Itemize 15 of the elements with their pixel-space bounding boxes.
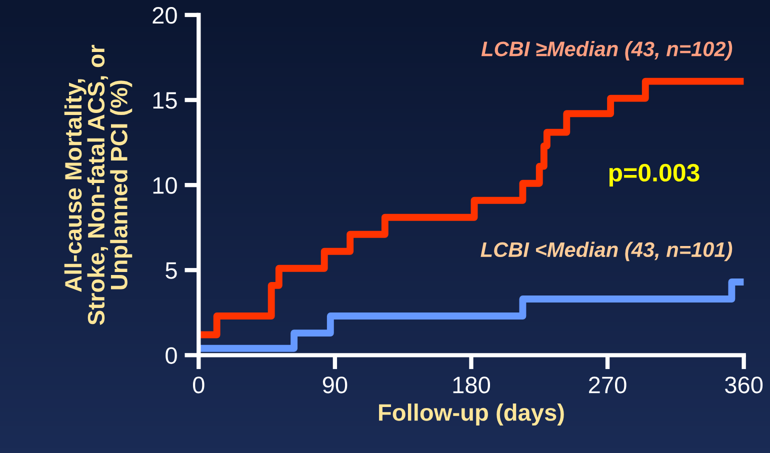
x-tick-label: 0 <box>193 376 204 394</box>
y-tick-label: 20 <box>152 7 177 24</box>
series-label: LCBI <Median (43, n=101) <box>480 242 732 262</box>
x-tick-label: 270 <box>589 376 626 394</box>
x-tick-label: 90 <box>322 376 348 394</box>
x-tick-label: 180 <box>453 376 490 394</box>
x-tick-label: 360 <box>725 376 763 394</box>
annotation: p=0.003 <box>609 164 700 186</box>
y-tick-label: 10 <box>153 177 177 194</box>
y-axis-title: All-cause Mortality, Stroke, Non-fatal ACS, or Unplanned PCI (%) <box>64 44 132 325</box>
y-tick-label: 0 <box>166 347 177 364</box>
y-tick-label: 15 <box>153 92 177 109</box>
series-label: LCBI ≥Median (43, n=102) <box>481 41 732 60</box>
x-axis-title: Follow-up (days) <box>379 404 564 426</box>
y-tick-label: 5 <box>166 262 177 279</box>
